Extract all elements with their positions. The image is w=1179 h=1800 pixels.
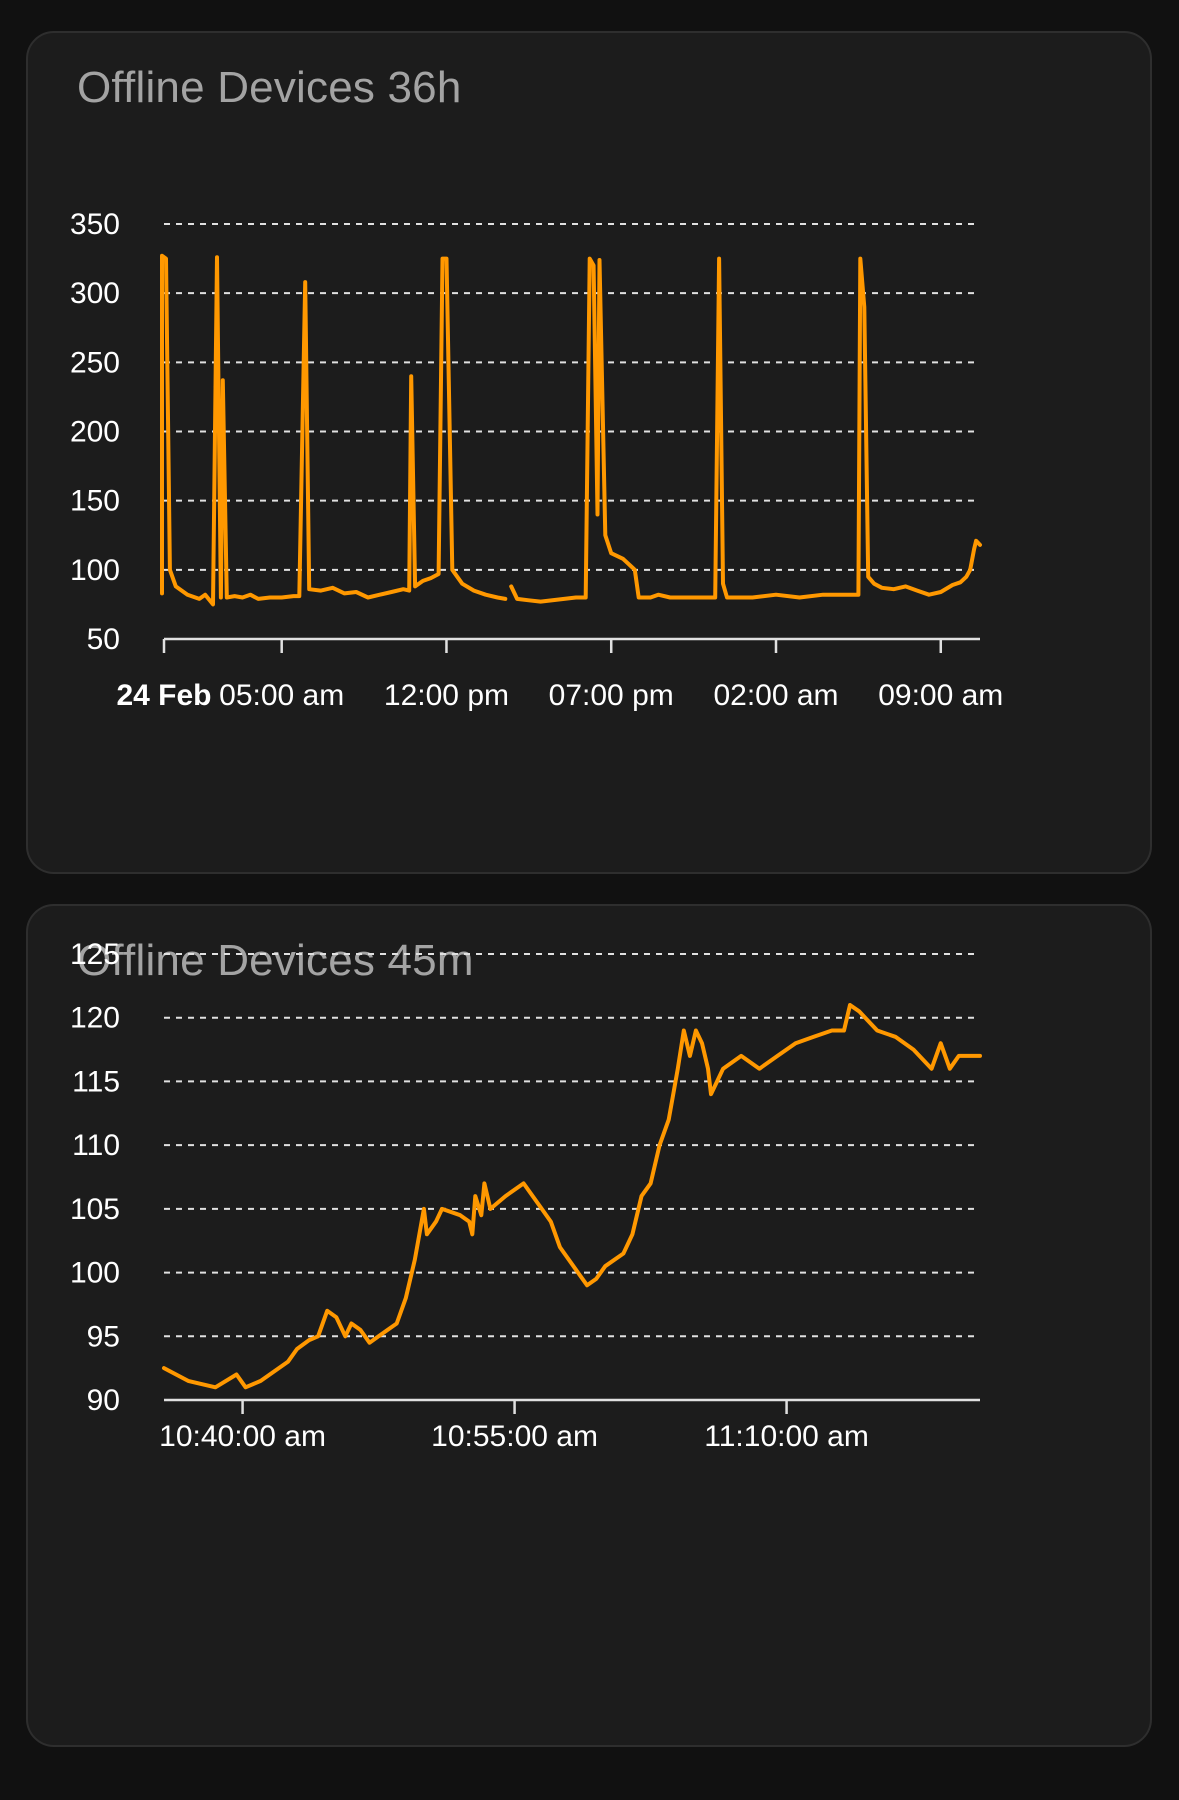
x-tick-label: 09:00 am <box>878 679 1003 712</box>
y-tick-label: 50 <box>87 623 120 656</box>
y-tick-label: 150 <box>70 485 120 518</box>
line-chart-36h[interactable]: 350 300 250 200 150 100 50 24 Feb 05:00 am 12:00 … <box>28 33 1152 874</box>
y-tick-label: 100 <box>70 1257 120 1290</box>
y-tick-label: 110 <box>72 1129 120 1162</box>
x-tick-label: 10:55:00 am <box>431 1420 598 1453</box>
y-tick-label: 300 <box>70 277 120 310</box>
y-tick-label: 100 <box>70 554 120 587</box>
chart-title: Offline Devices 36h <box>77 63 462 112</box>
y-tick-label: 105 <box>70 1193 120 1226</box>
series-line[interactable] <box>160 253 508 607</box>
y-tick-label: 250 <box>70 346 120 379</box>
x-tick-label: 12:00 pm <box>384 679 509 712</box>
x-tick-label: 24 Feb <box>116 679 211 712</box>
x-tick-label: 02:00 am <box>713 679 838 712</box>
y-tick-label: 95 <box>87 1320 120 1353</box>
x-tick-label: 07:00 pm <box>549 679 674 712</box>
series-line[interactable] <box>509 256 982 604</box>
chart-title: Offline Devices 45m <box>77 936 474 985</box>
y-tick-label: 200 <box>70 416 120 449</box>
y-tick-label: 350 <box>70 208 120 241</box>
x-tick-label: 10:40:00 am <box>159 1420 326 1453</box>
line-chart-45m[interactable]: 125 120 115 110 105 100 95 90 10:40:00 am 10:55:0… <box>28 906 1152 1747</box>
y-tick-label: 125 <box>70 938 120 971</box>
chart-card-45m: Offline Devices 45m 125 120 115 110 105 100 95… <box>26 904 1152 1747</box>
chart-card-36h: Offline Devices 36h 350 300 250 200 150 100 50… <box>26 31 1152 874</box>
y-tick-label: 120 <box>70 1002 120 1035</box>
series-line[interactable] <box>162 1003 982 1390</box>
y-tick-label: 90 <box>87 1384 120 1417</box>
x-tick-label: 05:00 am <box>219 679 344 712</box>
y-tick-label: 115 <box>72 1065 120 1098</box>
x-tick-label: 11:10:00 am <box>704 1420 869 1453</box>
